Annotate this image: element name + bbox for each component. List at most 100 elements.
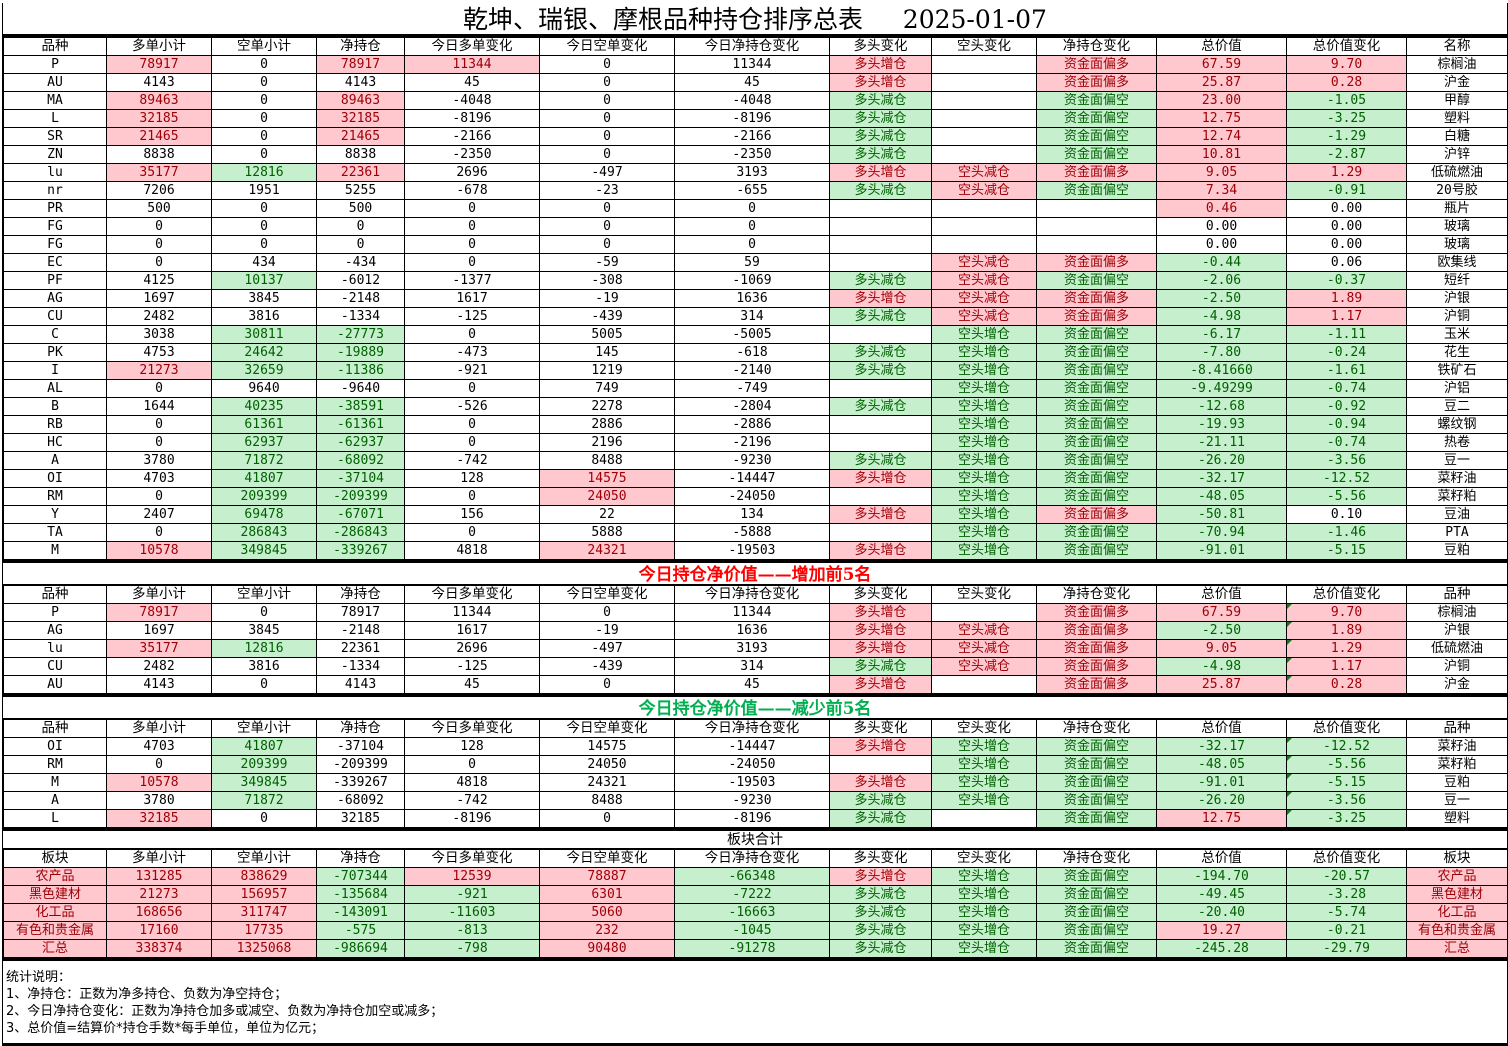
cell-value-change: -5.15 xyxy=(1286,773,1407,792)
cell-long-trend: 多头减仓 xyxy=(829,657,932,676)
cell-net-position: -707344 xyxy=(316,867,405,886)
cell-total-value: -245.28 xyxy=(1156,939,1287,958)
cell-value-change: 0.28 xyxy=(1286,73,1407,92)
cell-short-total: 30811 xyxy=(211,325,317,344)
cell-variety: P xyxy=(3,603,107,622)
cell-total-value: 12.75 xyxy=(1156,109,1287,128)
cell-long-trend xyxy=(829,755,932,774)
cell-variety: L xyxy=(3,809,107,828)
cell-total-value: 12.74 xyxy=(1156,127,1287,146)
cell-short-change: 5888 xyxy=(539,523,675,542)
cell-short-total: 9640 xyxy=(211,379,317,398)
cell-net-position: -575 xyxy=(316,921,405,940)
cell-variety: P xyxy=(3,55,107,74)
cell-net-position: 4143 xyxy=(316,73,405,92)
cell-variety: AU xyxy=(3,73,107,92)
note-item-3: 3、总价值=结算价*持仓手数*每手单位，单位为亿元； xyxy=(6,1021,325,1036)
cell-net-position: -61361 xyxy=(316,415,405,434)
cell-name: 豆粕 xyxy=(1406,773,1508,792)
cell-short-trend xyxy=(931,127,1037,146)
cell-value-change: 0.06 xyxy=(1286,253,1407,272)
column-header-long-trend: 多头变化 xyxy=(829,849,932,868)
cell-long-total: 8838 xyxy=(106,145,212,164)
cell-short-trend: 空头增仓 xyxy=(931,343,1037,362)
cell-value-change: -3.56 xyxy=(1286,791,1407,810)
table-row: PK 4753 24642 -19889 -473 145 -618 多头减仓 空头增仓 资金面偏… xyxy=(3,343,1508,362)
cell-long-total: 4143 xyxy=(106,73,212,92)
cell-short-change: 0 xyxy=(539,675,675,694)
cell-short-total: 3845 xyxy=(211,289,317,308)
cell-net-trend: 资金面偏多 xyxy=(1036,657,1157,676)
cell-name: 汇总 xyxy=(1406,939,1508,958)
cell-long-change: 0 xyxy=(404,379,540,398)
cell-short-change: 749 xyxy=(539,379,675,398)
cell-long-change: -2350 xyxy=(404,145,540,164)
cell-long-trend: 多头增仓 xyxy=(829,55,932,74)
cell-total-value: -32.17 xyxy=(1156,737,1287,756)
cell-net-trend: 资金面偏空 xyxy=(1036,379,1157,398)
cell-total-value: -50.81 xyxy=(1156,505,1287,524)
cell-net-change: -2196 xyxy=(674,433,830,452)
cell-net-trend: 资金面偏空 xyxy=(1036,903,1157,922)
cell-long-trend xyxy=(829,523,932,542)
cell-net-position: -2148 xyxy=(316,289,405,308)
cell-short-trend: 空头增仓 xyxy=(931,397,1037,416)
cell-long-change: 0 xyxy=(404,415,540,434)
cell-total-value: -2.06 xyxy=(1156,271,1287,290)
cell-long-trend xyxy=(829,487,932,506)
cell-total-value: -12.68 xyxy=(1156,397,1287,416)
top-decrease-table: 品种 多单小计 空单小计 净持仓 今日多单变化 今日空单变化 今日净持仓变化 多头变化 空头变化… xyxy=(3,719,1508,828)
cell-variety: L xyxy=(3,109,107,128)
column-header-name: 品种 xyxy=(1406,719,1508,738)
table-row: P 78917 0 78917 11344 0 11344 多头增仓 资金面偏多 67.59 9.7… xyxy=(3,603,1508,622)
cell-variety: CU xyxy=(3,307,107,326)
cell-long-trend: 多头增仓 xyxy=(829,73,932,92)
cell-total-value: 9.05 xyxy=(1156,163,1287,182)
table-row: RM 0 209399 -209399 0 24050 -24050 空头增仓 资金面偏空 -48… xyxy=(3,755,1508,774)
cell-net-position: -27773 xyxy=(316,325,405,344)
column-header-net-change: 今日净持仓变化 xyxy=(674,719,830,738)
column-header-net-trend: 净持仓变化 xyxy=(1036,37,1157,56)
column-header-total-value: 总价值 xyxy=(1156,719,1287,738)
cell-long-change: 0 xyxy=(404,325,540,344)
cell-net-change: -9230 xyxy=(674,451,830,470)
cell-net-change: 3193 xyxy=(674,639,830,658)
cell-name: 沪铜 xyxy=(1406,657,1508,676)
column-header-total-value: 总价值 xyxy=(1156,37,1287,56)
column-header-name: 名称 xyxy=(1406,37,1508,56)
cell-long-total: 7206 xyxy=(106,181,212,200)
cell-variety: TA xyxy=(3,523,107,542)
cell-name: 沪银 xyxy=(1406,621,1508,640)
cell-short-trend: 空头减仓 xyxy=(931,289,1037,308)
cell-value-change: 0.28 xyxy=(1286,675,1407,694)
cell-short-change: 22 xyxy=(539,505,675,524)
cell-long-change: -125 xyxy=(404,307,540,326)
cell-long-change: -2166 xyxy=(404,127,540,146)
cell-value-change: -1.46 xyxy=(1286,523,1407,542)
cell-net-trend: 资金面偏空 xyxy=(1036,181,1157,200)
cell-long-trend xyxy=(829,325,932,344)
table-row: M 10578 349845 -339267 4818 24321 -19503 多头增仓 空头… xyxy=(3,773,1508,792)
cell-name: 化工品 xyxy=(1406,903,1508,922)
cell-short-change: -308 xyxy=(539,271,675,290)
cell-name: 瓶片 xyxy=(1406,199,1508,218)
column-header-value-change: 总价值变化 xyxy=(1286,719,1407,738)
cell-name: 短纤 xyxy=(1406,271,1508,290)
cell-total-value: -32.17 xyxy=(1156,469,1287,488)
cell-net-trend: 资金面偏多 xyxy=(1036,163,1157,182)
cell-long-trend: 多头减仓 xyxy=(829,181,932,200)
sheet-title: 乾坤、瑞银、摩根品种持仓排序总表 2025-01-07 xyxy=(3,3,1507,37)
cell-short-trend xyxy=(931,217,1037,236)
table-row: P 78917 0 78917 11344 0 11344 多头增仓 资金面偏多 67.59 9.7… xyxy=(3,55,1508,74)
cell-net-change: -2804 xyxy=(674,397,830,416)
cell-long-change: 156 xyxy=(404,505,540,524)
cell-net-position: 78917 xyxy=(316,55,405,74)
table-row: EC 0 434 -434 0 -59 59 空头减仓 资金面偏多 -0.44 0.06 欧集线 xyxy=(3,253,1508,272)
table-row: A 3780 71872 -68092 -742 8488 -9230 多头减仓 空头增仓 资金面… xyxy=(3,791,1508,810)
cell-net-change: -8196 xyxy=(674,809,830,828)
cell-value-change: -12.52 xyxy=(1286,737,1407,756)
cell-long-change: 0 xyxy=(404,217,540,236)
cell-short-trend: 空头减仓 xyxy=(931,639,1037,658)
cell-short-change: 0 xyxy=(539,603,675,622)
cell-net-trend: 资金面偏空 xyxy=(1036,487,1157,506)
